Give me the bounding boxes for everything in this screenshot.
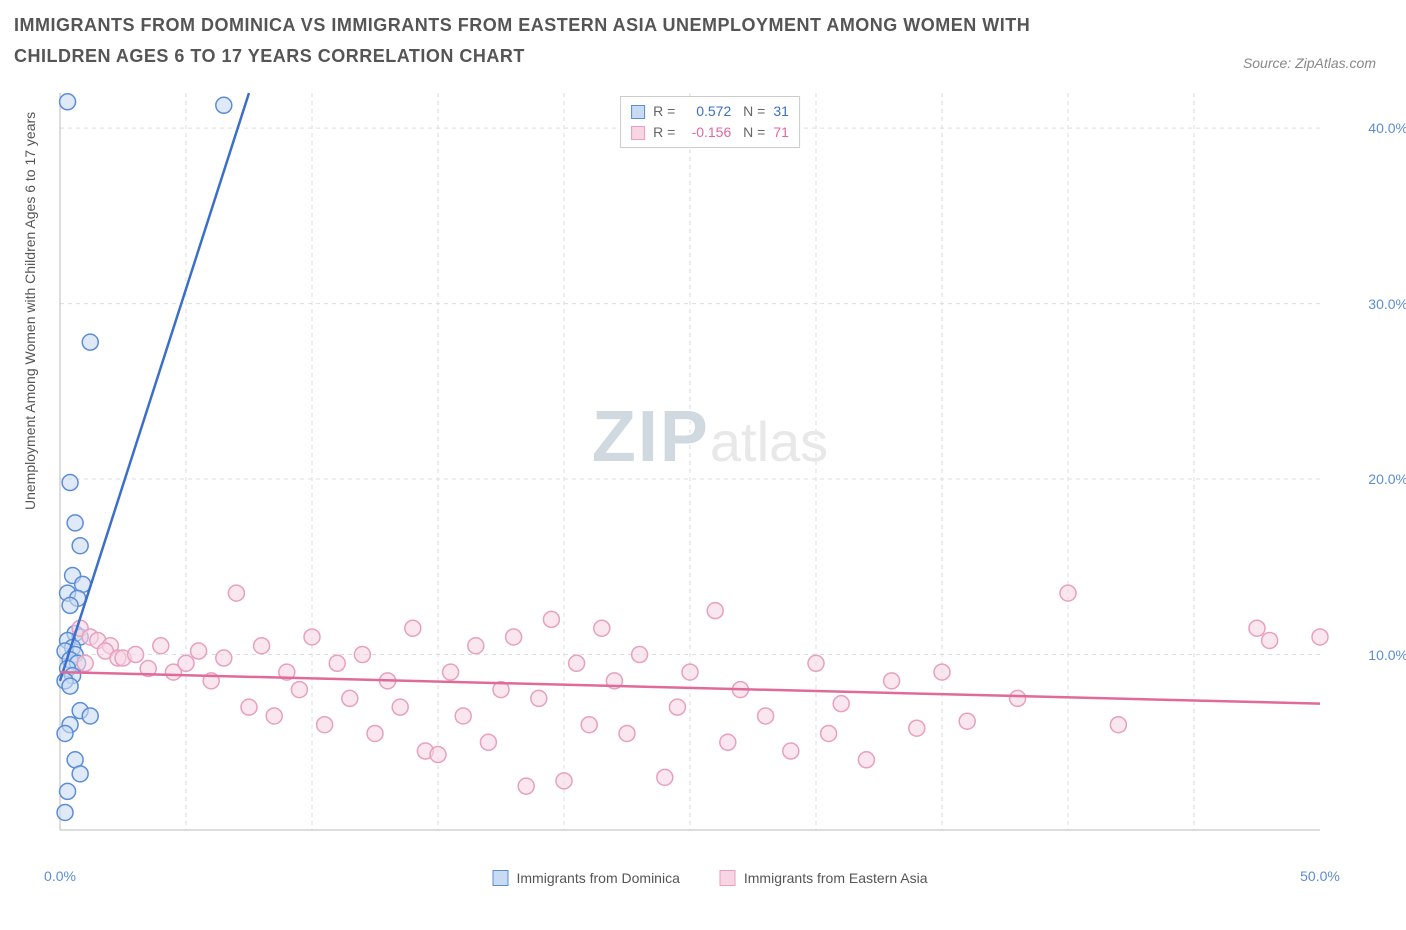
y-axis-label: Unemployment Among Women with Children A… [22, 112, 38, 510]
series-legend: Immigrants from Dominica Immigrants from … [493, 870, 928, 886]
n-label: N = [739, 101, 765, 122]
r-value: 0.572 [683, 101, 731, 122]
y-tick-label: 20.0% [1368, 471, 1406, 487]
legend-label: Immigrants from Eastern Asia [744, 870, 928, 886]
stats-row: R = 0.572 N = 31 [631, 101, 789, 122]
legend-label: Immigrants from Dominica [517, 870, 680, 886]
legend-item: Immigrants from Dominica [493, 870, 680, 886]
n-label: N = [739, 122, 765, 143]
n-value: 71 [773, 122, 789, 143]
y-tick-label: 40.0% [1368, 120, 1406, 136]
x-tick-label: 50.0% [1300, 868, 1340, 884]
scatter-plot [50, 90, 1370, 860]
chart-title: IMMIGRANTS FROM DOMINICA VS IMMIGRANTS F… [14, 10, 1114, 71]
y-tick-label: 30.0% [1368, 296, 1406, 312]
legend-swatch [493, 870, 509, 886]
r-label: R = [653, 101, 675, 122]
legend-swatch [720, 870, 736, 886]
chart-area: Unemployment Among Women with Children A… [50, 90, 1370, 860]
correlation-stats-box: R = 0.572 N = 31 R = -0.156 N = 71 [620, 96, 800, 148]
y-tick-label: 10.0% [1368, 647, 1406, 663]
n-value: 31 [773, 101, 789, 122]
r-value: -0.156 [683, 122, 731, 143]
series-swatch [631, 105, 645, 119]
source-attribution: Source: ZipAtlas.com [1243, 55, 1376, 71]
stats-row: R = -0.156 N = 71 [631, 122, 789, 143]
x-tick-label: 0.0% [44, 868, 76, 884]
r-label: R = [653, 122, 675, 143]
legend-item: Immigrants from Eastern Asia [720, 870, 928, 886]
series-swatch [631, 126, 645, 140]
